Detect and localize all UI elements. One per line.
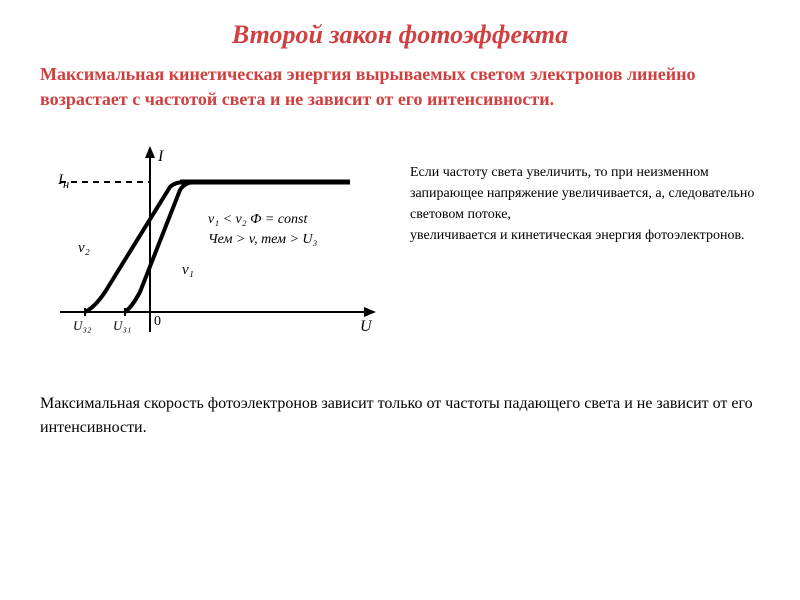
annotation-line1: v₁ < v₂ Ф = const [208,212,307,228]
curve-v2 [85,182,185,312]
bottom-text-content: Максимальная скорость фотоэлектронов зав… [40,395,753,436]
u32-label: U₃₂ [73,318,91,334]
main-content-row: I U 0 Iн v₂ v₁ U₃₂ U₃₁ v₁ < v₂ Ф = const… [40,132,760,362]
u31-label: U₃₁ [113,318,131,334]
x-axis-label: U [360,318,372,336]
law-text: Максимальная кинетическая энергия вырыва… [40,64,696,109]
title-text: Второй закон фотоэффекта [232,20,568,49]
annotation-line2: Чем > v, тем > U₃ [208,232,317,248]
right-text-content: Если частоту света увеличить, то при неи… [410,165,754,243]
origin-label: 0 [154,314,161,330]
page-title: Второй закон фотоэффекта [40,20,760,50]
law-statement: Максимальная кинетическая энергия вырыва… [40,62,760,112]
conclusion-paragraph: Максимальная скорость фотоэлектронов зав… [40,392,760,440]
v1-label: v₁ [182,262,194,279]
saturation-label: Iн [58,172,69,192]
iv-graph: I U 0 Iн v₂ v₁ U₃₂ U₃₁ v₁ < v₂ Ф = const… [40,132,380,362]
x-axis-arrow [364,307,376,317]
y-axis-arrow [145,146,155,158]
y-axis-label: I [158,148,163,166]
explanation-paragraph: Если частоту света увеличить, то при неи… [410,132,760,362]
v2-label: v₂ [78,240,90,257]
